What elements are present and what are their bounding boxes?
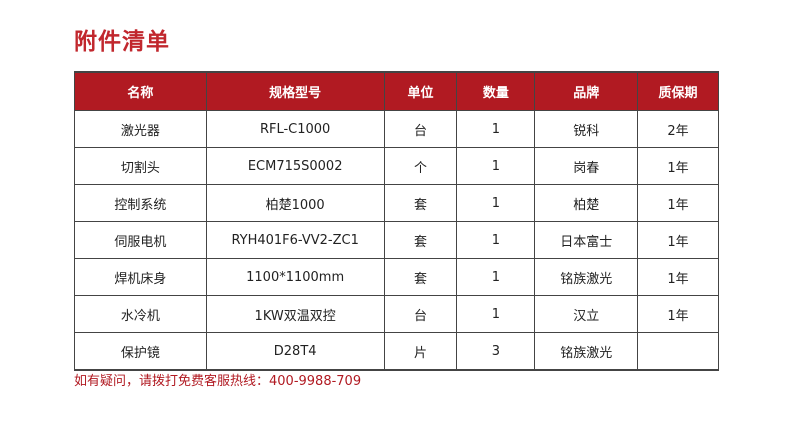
cell-brand: 柏楚 [534, 184, 639, 222]
table-row: 控制系统 柏楚1000 套 1 柏楚 1年 [74, 184, 719, 222]
cell-brand: 铭族激光 [534, 332, 639, 371]
cell-name: 焊机床身 [74, 258, 207, 296]
cell-brand: 岗春 [534, 147, 639, 185]
table-row: 水冷机 1KW双温双控台 1 汉立 1年 [74, 295, 719, 333]
table-row: 焊机床身 1100*1100mm 套 1 铭族激光 1年 [74, 258, 719, 296]
cell-unit: 套 [383, 221, 458, 259]
hotline-note: 如有疑问，请拨打免费客服热线：400-9988-709 [74, 374, 362, 389]
cell-warranty [637, 332, 719, 371]
cell-quantity: 1 [456, 295, 536, 333]
cell-warranty: 1年 [637, 258, 719, 296]
cell-unit: 套 [383, 184, 458, 222]
header-unit: 单位 [383, 71, 458, 111]
cell-spec: 1KW双温双控 [205, 295, 385, 333]
cell-unit: 台 [383, 110, 458, 148]
cell-name: 激光器 [74, 110, 207, 148]
table-header: 名称 规格型号 单位 数量 品牌 质保期 [74, 71, 719, 111]
table-row: 切割头 ECM715S0002 个 1 岗春 1年 [74, 147, 719, 185]
cell-quantity: 3 [456, 332, 536, 371]
cell-brand: 锐科 [534, 110, 639, 148]
cell-quantity: 1 [456, 221, 536, 259]
cell-unit: 个 [383, 147, 458, 185]
cell-quantity: 1 [456, 110, 536, 148]
cell-quantity: 1 [456, 258, 536, 296]
cell-brand: 汉立 [534, 295, 639, 333]
cell-spec: 柏楚1000 [205, 184, 385, 222]
table-row: 伺服电机 RYH401F6-VV2-ZC1 套 1 日本富士 1年 [74, 221, 719, 259]
cell-unit: 套 [383, 258, 458, 296]
table-row: 保护镜 D28T4 片 3 铭族激光 [74, 332, 719, 371]
header-quantity: 数量 [456, 71, 536, 111]
cell-name: 伺服电机 [74, 221, 207, 259]
cell-name: 保护镜 [74, 332, 207, 371]
header-warranty: 质保期 [637, 71, 719, 111]
cell-warranty: 1年 [637, 295, 719, 333]
cell-name: 控制系统 [74, 184, 207, 222]
cell-name: 水冷机 [74, 295, 207, 333]
cell-name: 切割头 [74, 147, 207, 185]
cell-spec: D28T4 [205, 332, 385, 371]
cell-spec: RYH401F6-VV2-ZC1 [205, 221, 385, 259]
header-spec: 规格型号 [205, 71, 385, 111]
table-row: 激光器 RFL-C1000 台 1 锐科 2年 [74, 110, 719, 148]
cell-quantity: 1 [456, 147, 536, 185]
cell-spec: ECM715S0002 [205, 147, 385, 185]
accessory-table: 名称 规格型号 单位 数量 品牌 质保期 激光器 RFL-C1000 台 1 锐科 2年 切割头 ECM… [74, 71, 719, 371]
cell-brand: 铭族激光 [534, 258, 639, 296]
header-name: 名称 [74, 71, 207, 111]
cell-unit: 台 [383, 295, 458, 333]
cell-unit: 片 [383, 332, 458, 371]
cell-brand: 日本富士 [534, 221, 639, 259]
page-title: 附件清单 [74, 29, 170, 55]
cell-spec: RFL-C1000 [205, 110, 385, 148]
header-brand: 品牌 [534, 71, 639, 111]
cell-warranty: 1年 [637, 147, 719, 185]
cell-warranty: 1年 [637, 184, 719, 222]
cell-warranty: 1年 [637, 221, 719, 259]
cell-quantity: 1 [456, 184, 536, 222]
cell-warranty: 2年 [637, 110, 719, 148]
cell-spec: 1100*1100mm [205, 258, 385, 296]
